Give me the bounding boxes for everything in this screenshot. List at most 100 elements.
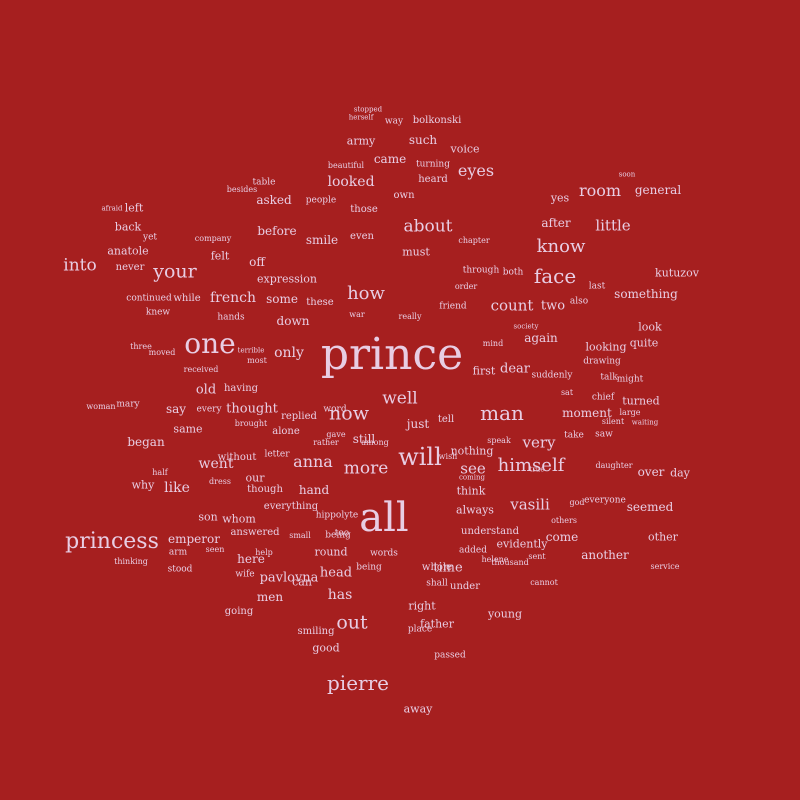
cloud-word: drawing: [583, 356, 621, 367]
cloud-word: really: [398, 312, 422, 321]
cloud-word: having: [223, 383, 259, 394]
cloud-word: all: [359, 495, 409, 541]
cloud-word: word: [323, 404, 347, 415]
cloud-word: true: [529, 465, 545, 474]
cloud-word: know: [536, 236, 586, 257]
cloud-word: must: [402, 245, 430, 259]
cloud-word: seemed: [626, 500, 674, 514]
cloud-word: good: [312, 641, 340, 655]
cloud-word: anna: [293, 452, 333, 471]
cloud-word: through: [462, 265, 500, 276]
cloud-word: anatole: [107, 244, 149, 258]
cloud-word: help: [255, 548, 273, 557]
cloud-word: heard: [418, 174, 448, 185]
cloud-word: young: [487, 607, 523, 621]
cloud-word: talk: [600, 372, 618, 383]
cloud-word: large: [619, 408, 641, 417]
cloud-word: another: [581, 548, 629, 562]
cloud-word: asked: [256, 193, 292, 207]
cloud-word: sent: [528, 552, 546, 561]
cloud-word: can: [292, 575, 312, 589]
cloud-word: coming: [458, 473, 486, 482]
cloud-word: thousand: [491, 558, 529, 567]
cloud-word: words: [370, 548, 398, 559]
cloud-word: received: [183, 365, 219, 374]
cloud-word: prince: [320, 329, 464, 380]
cloud-word: mind: [482, 339, 504, 348]
cloud-word: going: [224, 606, 254, 617]
cloud-word: chapter: [458, 236, 490, 245]
cloud-word: rather: [313, 438, 339, 447]
cloud-word: again: [524, 331, 558, 345]
cloud-word: replied: [281, 411, 317, 422]
cloud-word: also: [569, 296, 589, 307]
cloud-word: like: [164, 480, 190, 496]
cloud-word: saw: [595, 429, 613, 440]
cloud-word: half: [152, 468, 168, 477]
cloud-word: wife: [235, 569, 255, 580]
cloud-word: well: [382, 388, 418, 409]
cloud-word: wish: [438, 452, 458, 461]
cloud-word: very: [522, 433, 556, 452]
cloud-word: left: [124, 201, 144, 215]
cloud-word: over: [637, 465, 665, 479]
cloud-word: hippolyte: [315, 510, 359, 521]
cloud-word: looking: [585, 340, 627, 354]
cloud-word: added: [459, 545, 487, 556]
cloud-word: first: [472, 364, 496, 378]
cloud-word: how: [347, 283, 385, 304]
cloud-word: thinking: [114, 557, 148, 566]
cloud-word: alone: [272, 426, 300, 437]
cloud-word: passed: [434, 650, 466, 661]
cloud-word: has: [327, 587, 353, 603]
cloud-word: continued: [126, 293, 172, 304]
cloud-word: table: [252, 177, 276, 188]
cloud-word: take: [564, 430, 584, 441]
cloud-word: dear: [500, 361, 530, 377]
cloud-word: looked: [327, 174, 375, 190]
cloud-word: chief: [591, 392, 615, 403]
cloud-word: though: [247, 484, 283, 495]
cloud-word: soon: [618, 170, 636, 179]
cloud-word: being: [356, 562, 382, 573]
cloud-word: began: [127, 435, 165, 449]
cloud-word: woman: [86, 402, 116, 411]
cloud-word: two: [540, 298, 566, 314]
cloud-word: cannot: [530, 578, 558, 587]
cloud-word: daughter: [595, 461, 633, 470]
cloud-word: pierre: [327, 671, 389, 695]
cloud-word: bolkonski: [412, 115, 462, 126]
cloud-word: seen: [205, 545, 225, 554]
cloud-word: everyone: [584, 495, 626, 506]
cloud-word: here: [237, 552, 265, 566]
cloud-word: among: [361, 438, 389, 447]
cloud-word: stopped: [353, 105, 383, 114]
cloud-word: turned: [622, 394, 660, 408]
cloud-word: away: [403, 702, 433, 716]
cloud-word: before: [257, 224, 297, 238]
cloud-word: most: [247, 356, 267, 365]
cloud-word: army: [346, 134, 376, 148]
cloud-word: letter: [264, 449, 290, 460]
cloud-word: people: [305, 195, 337, 206]
cloud-word: old: [195, 382, 217, 398]
cloud-word: face: [533, 264, 577, 288]
cloud-word: room: [578, 181, 622, 200]
cloud-word: come: [545, 530, 579, 544]
cloud-word: after: [541, 216, 571, 230]
cloud-word: both: [502, 267, 524, 278]
cloud-word: way: [384, 116, 404, 127]
cloud-word: kutuzov: [655, 266, 699, 280]
cloud-word: gave: [326, 430, 346, 439]
cloud-word: some: [266, 292, 298, 306]
cloud-word: being: [325, 530, 351, 541]
cloud-word: silent: [601, 417, 625, 426]
cloud-word: besides: [226, 185, 258, 194]
cloud-word: out: [336, 611, 368, 634]
cloud-word: look: [638, 320, 662, 334]
cloud-word: those: [350, 204, 378, 215]
cloud-word: order: [454, 282, 478, 291]
cloud-word: suddenly: [531, 370, 573, 381]
cloud-word: turning: [416, 159, 450, 170]
cloud-word: these: [306, 297, 334, 308]
